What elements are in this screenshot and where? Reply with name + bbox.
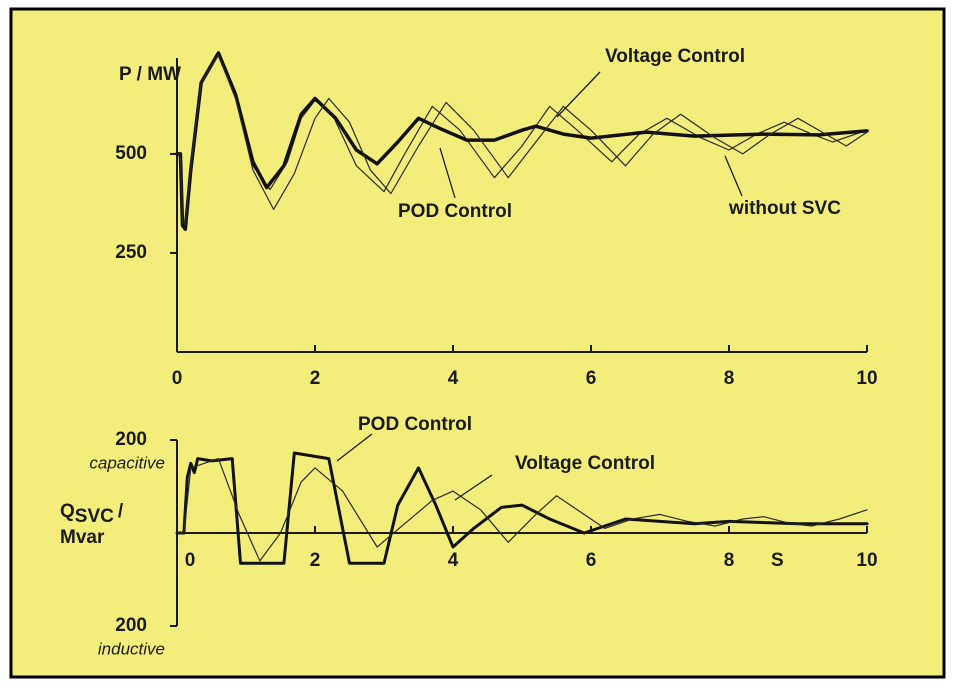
series-annotation: without SVC (728, 198, 841, 219)
x-tick-label: 0 (172, 368, 183, 389)
series-line (176, 458, 868, 562)
y-tick-label: 200 (115, 615, 147, 636)
series-annotation: Voltage Control (605, 46, 745, 67)
x-tick-label: 6 (586, 550, 597, 571)
annotation-leader (336, 433, 373, 462)
annotation-leader (439, 147, 456, 199)
y-label-subscript: SVC (75, 506, 114, 527)
series-annotation: POD Control (398, 201, 512, 222)
y-tick-label: 250 (115, 242, 147, 263)
x-tick-label: 2 (310, 368, 321, 389)
panel-frame (9, 7, 946, 679)
series-line (176, 54, 868, 226)
y-axis-unit: Mvar (60, 527, 105, 548)
y-label-symbol: Q (60, 501, 75, 522)
y-axis-label: QSVC / (60, 501, 124, 527)
annotation-leader (454, 474, 493, 501)
annotation-leader (556, 71, 601, 118)
y-tick-caption: inductive (98, 639, 165, 658)
y-tick-caption: capacitive (89, 453, 165, 472)
x-tick-label: 2 (310, 550, 321, 571)
x-tick-label: 4 (448, 550, 459, 571)
x-tick-label: 10 (856, 368, 877, 389)
x-tick-label: 6 (586, 368, 597, 389)
x-tick-label: 4 (448, 368, 459, 389)
x-tick-label: 8 (724, 368, 735, 389)
series-annotation: POD Control (358, 414, 472, 435)
x-tick-label: 10 (856, 550, 877, 571)
series-annotation: Voltage Control (515, 453, 655, 474)
annotation-leader (724, 155, 743, 197)
x-unit: S (771, 550, 784, 571)
y-axis-label: P / MW (119, 64, 181, 85)
y-tick-label: 200 (115, 429, 147, 450)
x-tick-label: 0 (185, 550, 196, 571)
y-tick-label: 500 (115, 143, 147, 164)
y-label-separator: / (118, 501, 124, 522)
x-tick-label: 8 (724, 550, 735, 571)
